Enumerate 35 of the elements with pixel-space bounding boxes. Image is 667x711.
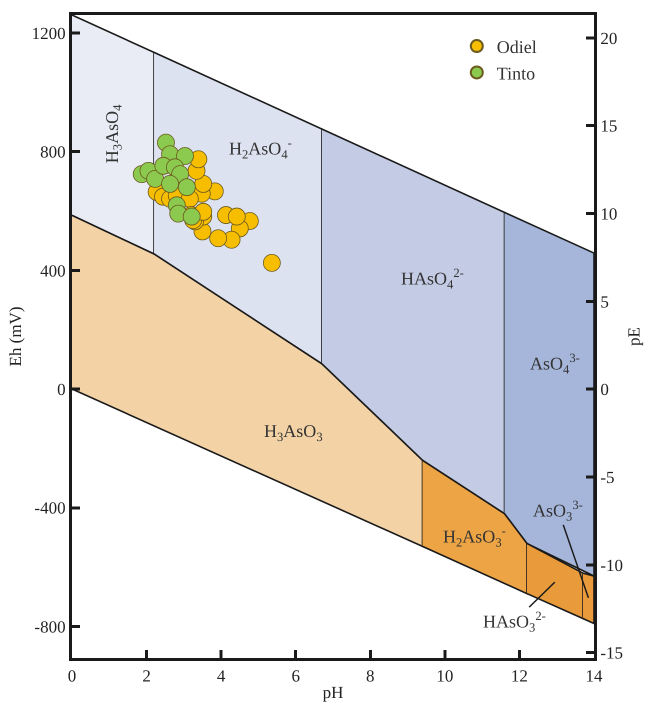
x-tick-label: 12 xyxy=(510,666,528,686)
y2-tick-label: -10 xyxy=(600,556,624,575)
legend-label: Odiel xyxy=(496,37,537,58)
x-tick-label: 10 xyxy=(436,666,454,686)
y2-axis-title: pE xyxy=(624,327,644,346)
series-label: H$_{3}$AsO$_{3}$ xyxy=(264,421,323,444)
y2-tick-label: 15 xyxy=(600,116,618,136)
x-axis-title: pH xyxy=(322,682,344,702)
y2-tick-label: 20 xyxy=(600,28,618,48)
point xyxy=(176,147,194,165)
legend-label: Tinto xyxy=(496,63,536,84)
y2-tick-label: -5 xyxy=(600,468,615,487)
point xyxy=(209,229,228,248)
point xyxy=(228,208,246,226)
y2-tick-label: -15 xyxy=(600,644,624,663)
x-tick-label: 6 xyxy=(291,666,300,686)
x-tick-label: 14 xyxy=(586,666,603,686)
point xyxy=(161,175,179,193)
point xyxy=(146,170,164,188)
y2-tick-label: 5 xyxy=(600,292,609,312)
x-tick-label: 4 xyxy=(216,666,226,686)
x-tick-label: 2 xyxy=(142,666,151,686)
y-axis-title: Eh (mV) xyxy=(6,306,26,366)
y2-tick-label: 10 xyxy=(600,204,618,224)
point xyxy=(262,254,281,272)
y-tick-label: 400 xyxy=(40,261,66,280)
y-tick-label: 800 xyxy=(40,142,66,162)
y-tick-label: 1200 xyxy=(32,24,66,43)
x-tick-label: 8 xyxy=(366,666,375,686)
point xyxy=(194,175,212,193)
y2-tick-label: 0 xyxy=(600,380,609,400)
y-tick-label: -400 xyxy=(34,498,66,518)
y-tick-label: 0 xyxy=(57,380,66,399)
point xyxy=(178,178,196,196)
y-tick-label: -800 xyxy=(34,617,66,636)
